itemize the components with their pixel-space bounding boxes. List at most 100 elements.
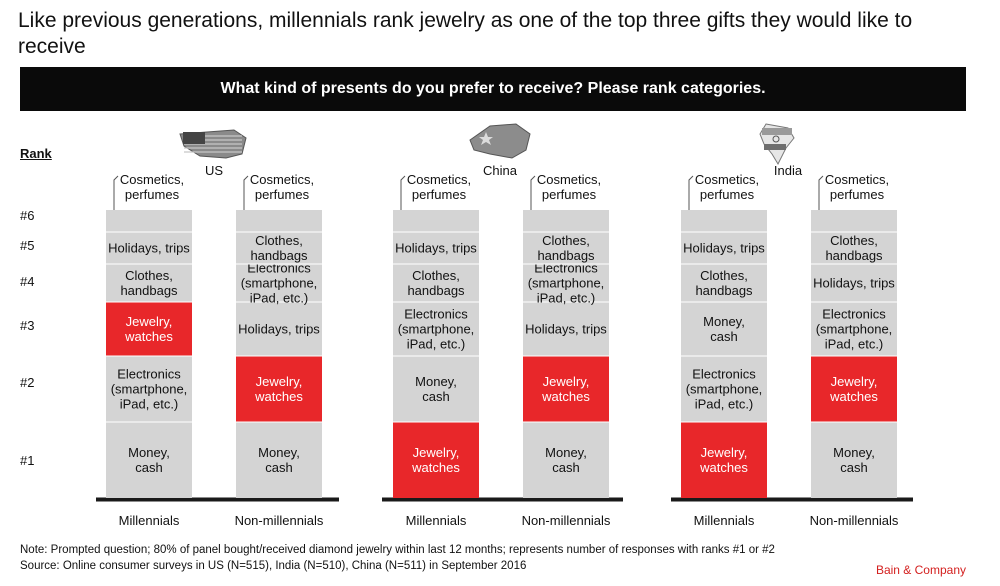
flag-star	[479, 132, 493, 145]
segment-label-us-non-millennials-rank-5: Clothes, handbags	[250, 233, 308, 263]
segment-label-china-millennials-rank-5: Holidays, trips	[395, 241, 477, 256]
bar-segment-us-millennials-rank-2	[106, 356, 192, 422]
segment-label-china-non-millennials-rank-2: Jewelry, watches	[541, 374, 590, 404]
flag-canton	[183, 132, 205, 144]
segment-label-us-millennials-rank-1: Money, cash	[128, 445, 170, 475]
bar-segment-china-non-millennials-rank-6	[523, 210, 609, 232]
top-label-leader	[243, 175, 249, 210]
bar-segment-us-millennials-rank-1	[106, 422, 192, 498]
segment-label-china-non-millennials-rank-1: Money, cash	[545, 445, 587, 475]
top-label-leader	[400, 175, 406, 210]
flag-band-top	[762, 128, 792, 135]
column-label-us-millennials: Millennials	[119, 513, 180, 528]
top-label-leader	[113, 175, 119, 210]
bar-segment-india-non-millennials-rank-5	[811, 232, 897, 264]
segment-label-us-non-millennials-rank-3: Holidays, trips	[238, 322, 320, 337]
country-label-china: China	[483, 163, 518, 178]
segment-label-india-non-millennials-rank-4: Holidays, trips	[813, 276, 895, 291]
segment-label-us-millennials-rank-3: Jewelry, watches	[124, 314, 173, 344]
bar-segment-us-millennials-rank-3	[106, 302, 192, 356]
rank-label-5: #5	[20, 238, 35, 253]
bar-segment-china-millennials-rank-5	[393, 232, 479, 264]
segment-label-india-millennials-rank-6: Cosmetics, perfumes	[695, 172, 759, 202]
bar-segment-us-non-millennials-rank-6	[236, 210, 322, 232]
column-label-china-non-millennials: Non-millennials	[522, 513, 611, 528]
bar-segment-india-non-millennials-rank-3	[811, 302, 897, 356]
bar-segment-china-non-millennials-rank-4	[523, 264, 609, 302]
bar-segment-china-non-millennials-rank-3	[523, 302, 609, 356]
footnote-source: Source: Online consumer surveys in US (N…	[20, 560, 527, 572]
segment-label-china-millennials-rank-1: Jewelry, watches	[411, 445, 460, 475]
bar-segment-us-non-millennials-rank-5	[236, 232, 322, 264]
bar-segment-india-non-millennials-rank-6	[811, 210, 897, 232]
segment-label-china-millennials-rank-6: Cosmetics, perfumes	[407, 172, 471, 202]
china-flag-map-icon	[469, 123, 531, 159]
column-label-india-non-millennials: Non-millennials	[810, 513, 899, 528]
bar-segment-us-millennials-rank-5	[106, 232, 192, 264]
segment-label-china-millennials-rank-3: Electronics (smartphone, iPad, etc.)	[398, 307, 475, 352]
top-label-leader	[818, 175, 824, 210]
footnote-note: Note: Prompted question; 80% of panel bo…	[20, 544, 775, 556]
rank-label-3: #3	[20, 318, 35, 333]
segment-label-us-non-millennials-rank-4: Electronics (smartphone, iPad, etc.)	[241, 261, 318, 306]
bar-segment-india-millennials-rank-6	[681, 210, 767, 232]
bar-segment-china-millennials-rank-6	[393, 210, 479, 232]
bar-segment-china-millennials-rank-4	[393, 264, 479, 302]
segment-label-india-non-millennials-rank-2: Jewelry, watches	[829, 374, 878, 404]
bar-segment-us-non-millennials-rank-2	[236, 356, 322, 422]
rank-label-2: #2	[20, 375, 35, 390]
segment-label-india-millennials-rank-5: Holidays, trips	[683, 241, 765, 256]
bar-segment-china-millennials-rank-2	[393, 356, 479, 422]
segment-label-india-non-millennials-rank-1: Money, cash	[833, 445, 875, 475]
segment-label-china-non-millennials-rank-3: Holidays, trips	[525, 322, 607, 337]
question-banner: What kind of presents do you prefer to r…	[20, 67, 966, 111]
segment-label-india-non-millennials-rank-3: Electronics (smartphone, iPad, etc.)	[816, 307, 893, 352]
segment-label-india-non-millennials-rank-5: Clothes, handbags	[825, 233, 883, 263]
rank-axis-header: Rank	[20, 146, 52, 161]
bar-segment-india-non-millennials-rank-1	[811, 422, 897, 498]
segment-label-china-non-millennials-rank-4: Electronics (smartphone, iPad, etc.)	[528, 261, 605, 306]
bar-segment-india-millennials-rank-5	[681, 232, 767, 264]
bar-segment-china-non-millennials-rank-2	[523, 356, 609, 422]
bar-segment-us-non-millennials-rank-3	[236, 302, 322, 356]
rank-label-6: #6	[20, 208, 35, 223]
segment-label-us-millennials-rank-2: Electronics (smartphone, iPad, etc.)	[111, 367, 188, 412]
segment-label-china-millennials-rank-2: Money, cash	[415, 374, 457, 404]
chart-title: Like previous generations, millennials r…	[18, 9, 913, 58]
bar-segment-us-non-millennials-rank-1	[236, 422, 322, 498]
segment-label-india-millennials-rank-2: Electronics (smartphone, iPad, etc.)	[686, 367, 763, 412]
segment-label-china-millennials-rank-4: Clothes, handbags	[407, 268, 465, 298]
segment-label-us-non-millennials-rank-6: Cosmetics, perfumes	[250, 172, 314, 202]
bar-segment-us-non-millennials-rank-4	[236, 264, 322, 302]
segment-label-us-millennials-rank-4: Clothes, handbags	[120, 268, 178, 298]
bar-segment-india-non-millennials-rank-4	[811, 264, 897, 302]
segment-label-us-millennials-rank-6: Cosmetics, perfumes	[120, 172, 184, 202]
segment-label-china-non-millennials-rank-6: Cosmetics, perfumes	[537, 172, 601, 202]
segment-label-india-non-millennials-rank-6: Cosmetics, perfumes	[825, 172, 889, 202]
country-label-us: US	[205, 163, 223, 178]
flag-wheel	[772, 135, 780, 143]
country-label-india: India	[774, 163, 803, 178]
column-label-india-millennials: Millennials	[694, 513, 755, 528]
segment-label-us-non-millennials-rank-2: Jewelry, watches	[254, 374, 303, 404]
bar-segment-india-millennials-rank-4	[681, 264, 767, 302]
bar-segment-india-millennials-rank-1	[681, 422, 767, 498]
bar-segment-india-non-millennials-rank-2	[811, 356, 897, 422]
bar-segment-china-non-millennials-rank-5	[523, 232, 609, 264]
segment-label-india-millennials-rank-3: Money, cash	[703, 314, 745, 344]
segment-label-us-non-millennials-rank-1: Money, cash	[258, 445, 300, 475]
bar-segment-india-millennials-rank-3	[681, 302, 767, 356]
rank-label-4: #4	[20, 274, 35, 289]
segment-label-india-millennials-rank-1: Jewelry, watches	[699, 445, 748, 475]
rank-label-1: #1	[20, 453, 35, 468]
segment-label-india-millennials-rank-4: Clothes, handbags	[695, 268, 753, 298]
segment-label-china-non-millennials-rank-5: Clothes, handbags	[537, 233, 595, 263]
bar-segment-china-millennials-rank-1	[393, 422, 479, 498]
bar-segment-china-millennials-rank-3	[393, 302, 479, 356]
brand-label: Bain & Company	[875, 563, 966, 577]
bar-segment-china-non-millennials-rank-1	[523, 422, 609, 498]
column-label-china-millennials: Millennials	[406, 513, 467, 528]
column-label-us-non-millennials: Non-millennials	[235, 513, 324, 528]
segment-label-us-millennials-rank-5: Holidays, trips	[108, 241, 190, 256]
